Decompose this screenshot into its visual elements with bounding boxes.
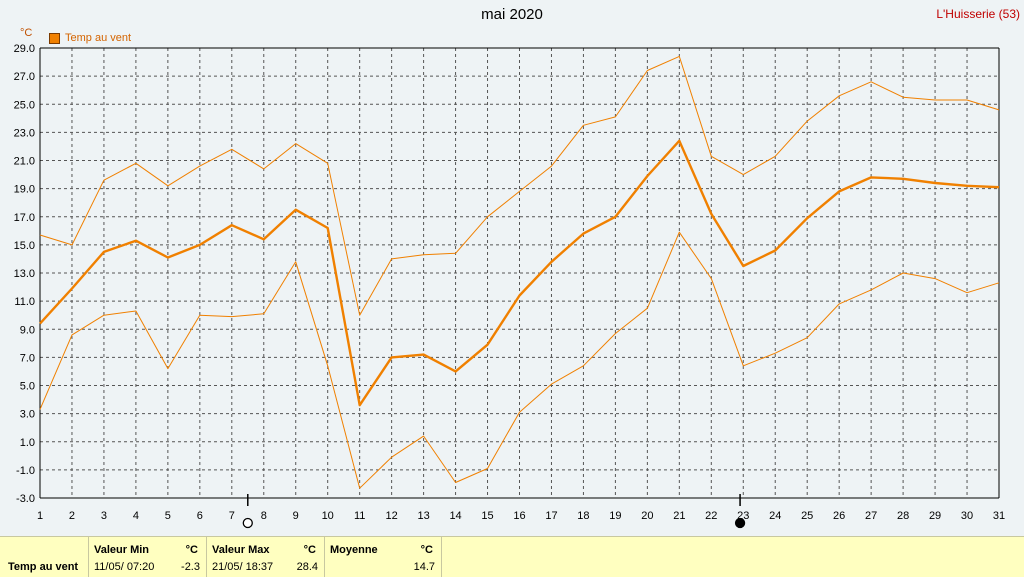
x-tick-label: 5 xyxy=(165,510,171,522)
station-name: L'Huisserie (53) xyxy=(936,7,1020,21)
series-line-mean xyxy=(39,139,1000,407)
x-tick-label: 27 xyxy=(865,510,877,522)
x-tick-label: 4 xyxy=(133,510,139,522)
y-axis-unit: °C xyxy=(20,27,33,39)
x-tick-label: 17 xyxy=(545,510,557,522)
x-tick-label: 28 xyxy=(897,510,909,522)
x-tick-label: 18 xyxy=(577,510,589,522)
stats-min-value: -2.3 xyxy=(181,561,200,573)
legend: Temp au vent xyxy=(49,32,131,44)
stats-max-header: Valeur Max xyxy=(212,544,270,556)
stats-row-label: Temp au vent xyxy=(8,561,79,573)
x-tick-label: 1 xyxy=(37,510,43,522)
stats-min-header: Valeur Min xyxy=(94,544,150,556)
y-tick-label: 1.0 xyxy=(20,437,35,449)
stats-panel: Temp au vent Valeur Min °C 11/05/ 07:20 … xyxy=(0,536,1024,577)
stats-mean-unit: °C xyxy=(420,544,433,556)
stats-min-unit: °C xyxy=(185,544,198,556)
y-tick-label: 17.0 xyxy=(14,212,35,224)
new-moon-icon xyxy=(734,517,746,529)
y-tick-label: 21.0 xyxy=(14,156,35,168)
x-tick-label: 21 xyxy=(673,510,685,522)
full-moon-icon xyxy=(242,517,253,529)
temperature-chart: 29.027.025.023.021.019.017.015.013.011.0… xyxy=(14,43,1005,529)
x-tick-label: 20 xyxy=(641,510,653,522)
y-tick-label: 19.0 xyxy=(14,184,35,196)
x-tick-label: 31 xyxy=(993,510,1005,522)
y-tick-label: 9.0 xyxy=(20,324,35,336)
y-tick-label: 29.0 xyxy=(14,43,35,55)
y-tick-label: 23.0 xyxy=(14,127,35,139)
series-line-max xyxy=(39,55,1000,316)
x-tick-label: 8 xyxy=(261,510,267,522)
x-tick-label: 9 xyxy=(293,510,299,522)
x-tick-label: 14 xyxy=(449,510,461,522)
stats-max-value: 28.4 xyxy=(296,561,318,573)
y-tick-label: 5.0 xyxy=(20,381,35,393)
legend-swatch xyxy=(49,32,60,44)
stats-min-cell: Valeur Min °C 11/05/ 07:20 -2.3 xyxy=(88,537,207,577)
stats-mean-value: 14.7 xyxy=(413,561,435,573)
series-line-min xyxy=(39,231,1000,489)
x-tick-label: 30 xyxy=(961,510,973,522)
stats-mean-header: Moyenne xyxy=(330,544,378,556)
x-tick-label: 3 xyxy=(101,510,107,522)
legend-label: Temp au vent xyxy=(65,32,132,44)
x-tick-label: 6 xyxy=(197,510,203,522)
x-tick-label: 25 xyxy=(801,510,813,522)
y-tick-label: 15.0 xyxy=(14,240,35,252)
x-tick-label: 12 xyxy=(386,510,398,522)
x-tick-label: 11 xyxy=(354,510,365,522)
y-tick-label: 7.0 xyxy=(20,352,35,364)
y-tick-label: 13.0 xyxy=(14,268,35,280)
stats-max-date: 21/05/ 18:37 xyxy=(212,561,274,573)
x-tick-label: 26 xyxy=(833,510,845,522)
stats-mean-cell: Moyenne °C 14.7 xyxy=(324,537,442,577)
chart-title: mai 2020 xyxy=(481,6,543,23)
y-tick-label: -1.0 xyxy=(16,465,35,477)
y-tick-label: 25.0 xyxy=(14,99,35,111)
x-tick-label: 19 xyxy=(609,510,621,522)
stats-max-cell: Valeur Max °C 21/05/ 18:37 28.4 xyxy=(206,537,325,577)
stats-row-label-cell: Temp au vent xyxy=(0,537,89,577)
x-tick-label: 7 xyxy=(229,510,235,522)
stats-max-unit: °C xyxy=(303,544,316,556)
x-tick-label: 2 xyxy=(69,510,75,522)
x-tick-label: 22 xyxy=(705,510,717,522)
y-tick-label: 11.0 xyxy=(14,296,35,308)
y-tick-label: 27.0 xyxy=(14,71,35,83)
x-tick-label: 15 xyxy=(481,510,493,522)
x-tick-label: 13 xyxy=(417,510,429,522)
y-tick-label: -3.0 xyxy=(16,493,35,505)
x-tick-label: 24 xyxy=(769,510,781,522)
x-tick-label: 16 xyxy=(513,510,525,522)
x-tick-label: 29 xyxy=(929,510,941,522)
stats-min-date: 11/05/ 07:20 xyxy=(94,561,155,573)
x-tick-label: 10 xyxy=(322,510,334,522)
y-tick-label: 3.0 xyxy=(20,409,35,421)
